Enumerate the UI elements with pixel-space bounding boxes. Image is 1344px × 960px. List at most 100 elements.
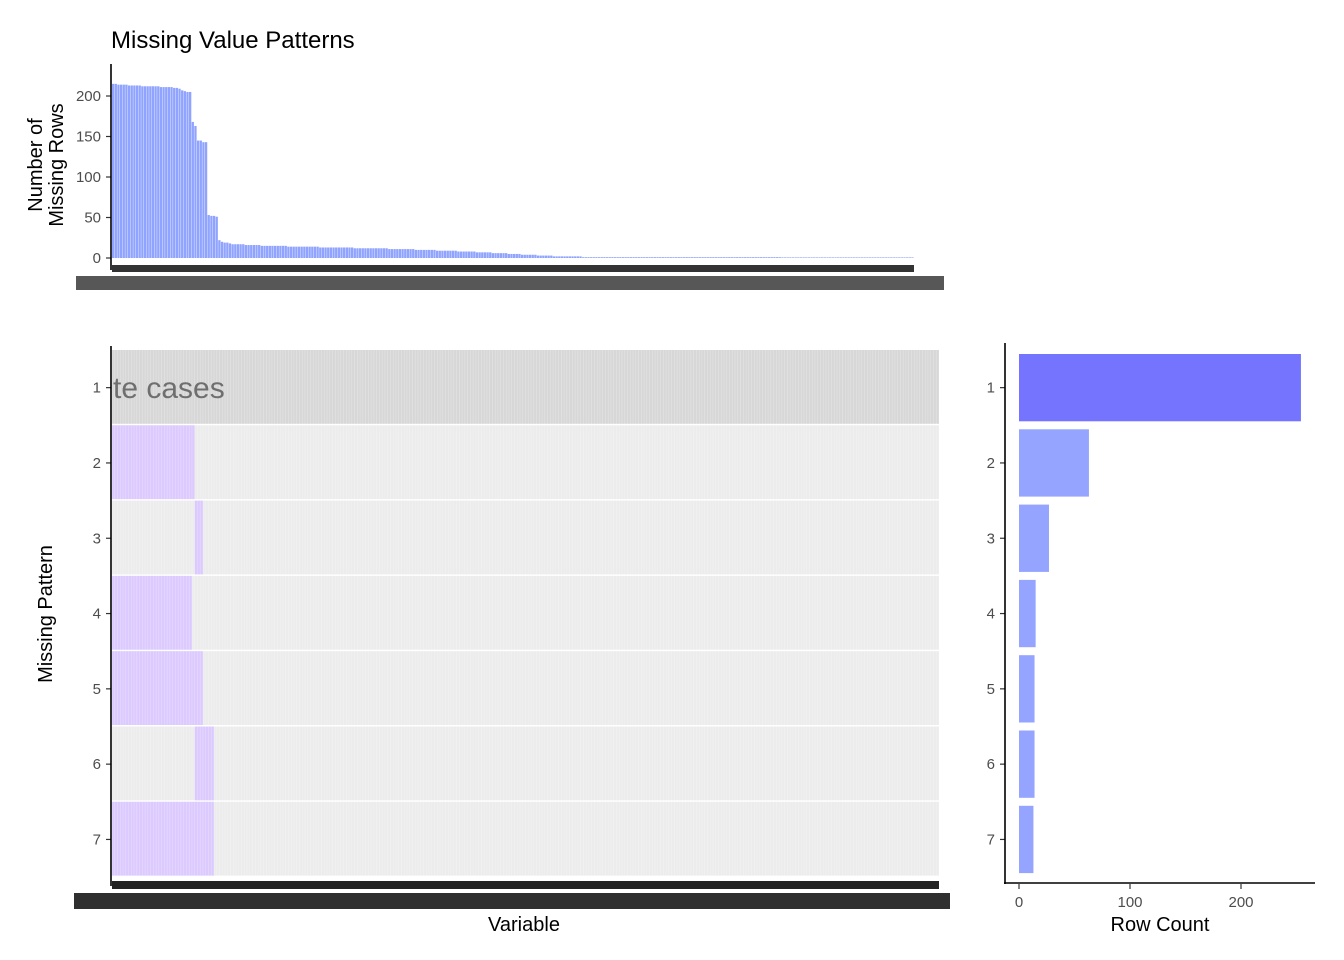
missing-rows-bar [451,250,455,258]
missing-rows-bar [425,249,428,258]
missing-rows-bar [733,257,736,258]
missing-rows-bar [836,257,840,258]
missing-rows-bar [154,86,157,258]
missing-rows-bar [536,255,540,258]
missing-rows-bar [534,254,537,258]
missing-rows-bar [659,257,662,258]
missing-rows-bar [794,257,797,258]
missing-rows-bar [165,87,168,258]
missing-rows-bar [388,249,391,258]
missing-rows-bar [531,254,534,258]
pattern-y-tick-label: 7 [93,831,101,848]
missing-rows-bar [303,246,306,258]
missing-rows-bar [162,87,165,258]
row-count-x-ticks: 0 100 200 [1015,884,1254,911]
missing-rows-bar [815,257,819,258]
missing-rows-bar [372,248,375,258]
missing-rows-bar [579,256,582,258]
missing-rows-bar [635,257,638,258]
missing-rows-bar [491,253,495,258]
missing-rows-bar [759,257,763,258]
row-count-bar [1019,805,1034,874]
missing-rows-bar [563,256,566,258]
pattern-row [112,350,939,424]
missing-rows-bar [414,249,418,258]
missing-rows-bar [844,257,848,258]
missing-rows-bar [281,245,285,258]
missing-rows-bar [157,86,160,258]
missing-rows-bar [210,215,213,258]
missing-rows-bar [611,257,614,258]
missing-rows-bar [568,256,572,258]
missing-rows-bar [653,257,657,258]
missing-rows-bar [236,244,240,258]
missing-rows-bar [443,250,447,258]
missing-rows-bar [746,257,749,258]
missing-rows-bar [382,248,386,258]
missing-rows-bar [475,252,479,258]
missing-rows-bar [696,257,699,258]
variable-separators [111,350,940,876]
matrix-x-tick-labels [74,893,950,909]
missing-rows-bar [343,247,346,258]
missing-rows-bar [234,244,237,258]
missing-rows-bar [183,91,186,258]
row-count-bar [1019,655,1035,723]
row-count-bar [1019,730,1035,798]
missing-rows-bar [114,83,117,258]
missing-rows-bar [613,257,617,258]
missing-rows-bar [473,251,476,258]
missing-rows-bar [175,87,179,259]
missing-rows-bar [167,87,171,258]
missing-rows-bar [412,249,415,258]
missing-rows-bar [258,245,261,258]
missing-rows-bar [656,257,659,258]
missing-rows-bar [252,245,256,258]
missing-rows-bar [515,253,518,258]
missing-rows-bar [462,251,465,258]
missing-rows-bar [674,257,678,258]
missing-rows-bar [722,257,726,258]
missing-rows-bar [749,257,752,258]
missing-rows-bar [215,216,218,258]
missing-rows-bar [406,249,410,258]
missing-rows-bar [597,257,601,258]
missing-rows-bar [255,245,258,258]
complete-cases-overlay: te cases [113,372,225,405]
missing-rows-bar [117,84,120,258]
top-y-tick-label: 200 [76,88,101,105]
missing-rows-bar [810,257,813,258]
figure-title: Missing Value Patterns [111,27,355,54]
pattern-y-tick-label: 2 [93,455,101,472]
missing-rows-bar [791,257,795,258]
missing-rows-bar [470,251,473,258]
missing-rows-bar [393,249,396,258]
missing-rows-bar [311,246,314,258]
missing-rows-bar [778,257,781,258]
missing-rows-bar [345,247,348,258]
missing-rows-bar [725,257,728,258]
missing-rows-bar [358,248,362,258]
pattern-y-tick-label: 6 [93,756,101,773]
missing-rows-bar [624,257,627,258]
missing-rows-bar [621,257,625,258]
missing-rows-bar [149,86,152,258]
missing-rows-bar [337,247,341,258]
missing-rows-bar [409,249,412,258]
missing-rows-bar [266,245,269,258]
missing-cell-block [112,575,192,650]
missing-rows-bar [890,257,893,258]
missing-rows-bar [353,248,356,258]
top-y-tick-label: 0 [93,250,101,267]
missing-rows-bar [757,257,760,258]
missing-rows-bar [765,257,768,258]
missing-rows-bar [855,257,858,258]
missing-cell-block [112,651,203,725]
missing-cell-block [112,425,195,500]
missing-rows-bar [324,247,327,258]
missing-rows-bar [366,248,370,258]
missing-rows-bar [831,257,834,258]
pattern-row [112,500,939,575]
missing-rows-bar [892,257,896,258]
missing-rows-bar [744,257,747,258]
